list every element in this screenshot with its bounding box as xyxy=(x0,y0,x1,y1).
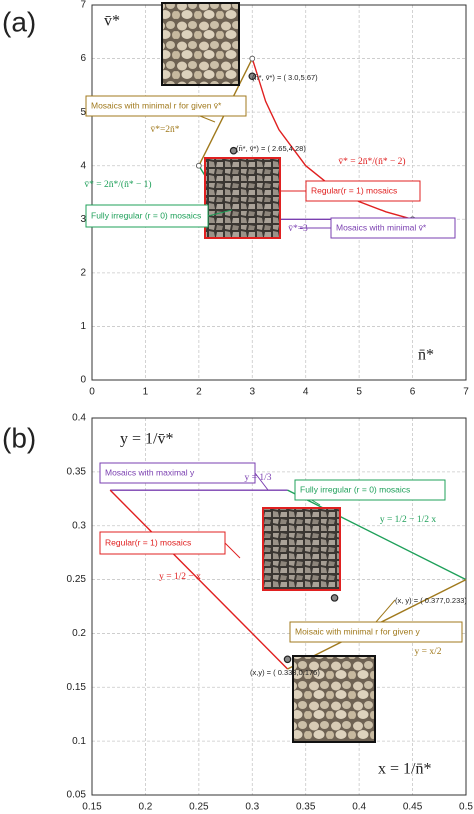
equation-label: v̄* = 2n̄*/(n̄* − 2) xyxy=(338,156,405,167)
x-tick-label: 0 xyxy=(89,387,95,398)
callout-label: Regular(r = 1) mosaics xyxy=(311,185,397,195)
data-point xyxy=(248,72,257,81)
mosaic-photo xyxy=(161,2,240,86)
x-tick-label: 0.45 xyxy=(403,802,423,813)
callout-box xyxy=(289,621,463,643)
callout-box xyxy=(99,531,226,555)
x-tick-label: 0.2 xyxy=(138,802,152,813)
leader-line xyxy=(199,115,216,123)
x-tick-label: 6 xyxy=(410,387,416,398)
y-axis-label: y = 1/v̄* xyxy=(120,431,173,448)
mosaic-photo xyxy=(292,655,376,743)
panel-label: (a) xyxy=(2,6,36,37)
callout-label: Fully irregular (r = 0) mosaics xyxy=(300,484,410,494)
equation-label: v̄* = 2n̄*/(n̄* − 1) xyxy=(84,179,151,190)
y-tick-label: 2 xyxy=(80,267,86,278)
series-line xyxy=(287,489,467,581)
mosaic-photo xyxy=(262,507,341,591)
mosaic-photo xyxy=(204,157,281,239)
x-tick-label: 0.35 xyxy=(296,802,316,813)
point-label: (n̄*, v̄*) = ( 2.65,4.28) xyxy=(236,144,306,153)
y-tick-label: 4 xyxy=(80,160,86,171)
callout-label: Mosaics with minimal r for given v̄* xyxy=(91,100,222,110)
x-tick-label: 0.15 xyxy=(82,802,102,813)
y-tick-label: 0.35 xyxy=(67,466,87,477)
equation-label: v̄*=2n̄* xyxy=(150,125,179,135)
equation-label: y = 1/2 − x xyxy=(159,572,201,582)
x-tick-label: 4 xyxy=(303,387,309,398)
data-point xyxy=(229,146,238,155)
y-tick-label: 0.15 xyxy=(67,682,87,693)
equation-label: y = x/2 xyxy=(415,647,442,657)
point-label: (x, y) = ( 0.377,0.233) xyxy=(395,596,467,605)
leader-line xyxy=(254,472,269,491)
callout-label: Regular(r = 1) mosaics xyxy=(105,537,191,547)
y-tick-label: 0.05 xyxy=(67,790,87,801)
series-line xyxy=(251,58,413,220)
y-tick-label: 1 xyxy=(80,321,86,332)
callout-box xyxy=(305,180,421,202)
plot-frame xyxy=(91,417,467,796)
callout-label: Fully irregular (r = 0) mosaics xyxy=(91,210,201,220)
equation-label: y = 1/3 xyxy=(245,473,272,483)
vertex-marker xyxy=(196,162,202,169)
point-label: (x,y) = ( 0.333,0.176) xyxy=(250,668,320,677)
vertex-marker xyxy=(249,55,256,62)
callout-box xyxy=(99,462,256,484)
callout-label: Moisaic with minimal r for given y xyxy=(295,626,420,636)
y-tick-label: 0 xyxy=(80,375,86,386)
callout-box xyxy=(330,217,456,239)
x-tick-label: 1 xyxy=(143,387,149,398)
leader-line xyxy=(207,209,233,217)
callout-box xyxy=(85,204,209,228)
x-tick-label: 0.4 xyxy=(352,802,366,813)
callout-label: Mosaics with maximal y xyxy=(105,467,195,477)
y-tick-label: 0.1 xyxy=(72,736,86,747)
y-tick-label: 0.25 xyxy=(67,574,87,585)
callout-box xyxy=(85,95,247,117)
panel-label: (b) xyxy=(2,422,36,453)
point-label: (n̄*, v̄*) = ( 3.0,5.67) xyxy=(252,73,318,82)
x-axis-label: n̄* xyxy=(418,347,434,364)
y-tick-label: 0.3 xyxy=(72,520,86,531)
y-tick-label: 0.2 xyxy=(72,628,86,639)
data-point xyxy=(330,594,339,602)
leader-line xyxy=(375,599,396,623)
equation-label: y = 1/2 − 1/2 x xyxy=(380,515,437,525)
y-tick-label: 6 xyxy=(80,53,86,64)
x-tick-label: 0.25 xyxy=(189,802,209,813)
y-axis-label: v̄* xyxy=(104,13,120,30)
y-tick-label: 5 xyxy=(80,107,86,118)
y-tick-label: 0.4 xyxy=(72,413,86,424)
x-tick-label: 0.3 xyxy=(245,802,259,813)
x-tick-label: 5 xyxy=(356,387,362,398)
x-tick-label: 7 xyxy=(463,387,469,398)
x-tick-label: 0.5 xyxy=(459,802,473,813)
equation-label: v̄*=3 xyxy=(288,224,308,234)
y-tick-label: 7 xyxy=(80,0,86,11)
callout-label: Mosaics with minimal v̄* xyxy=(336,222,427,232)
x-tick-label: 2 xyxy=(196,387,202,398)
x-tick-label: 3 xyxy=(250,387,256,398)
plot-frame xyxy=(91,4,467,381)
callout-box xyxy=(294,479,446,501)
data-point xyxy=(283,655,292,664)
y-tick-label: 3 xyxy=(80,214,86,225)
series-line xyxy=(109,489,289,670)
x-axis-label: x = 1/n̄* xyxy=(378,761,431,778)
leader-line xyxy=(224,542,241,559)
